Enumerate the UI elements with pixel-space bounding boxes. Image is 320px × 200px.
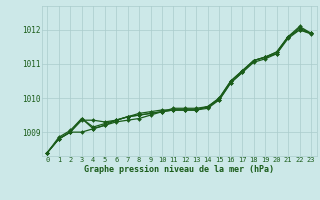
X-axis label: Graphe pression niveau de la mer (hPa): Graphe pression niveau de la mer (hPa) — [84, 165, 274, 174]
